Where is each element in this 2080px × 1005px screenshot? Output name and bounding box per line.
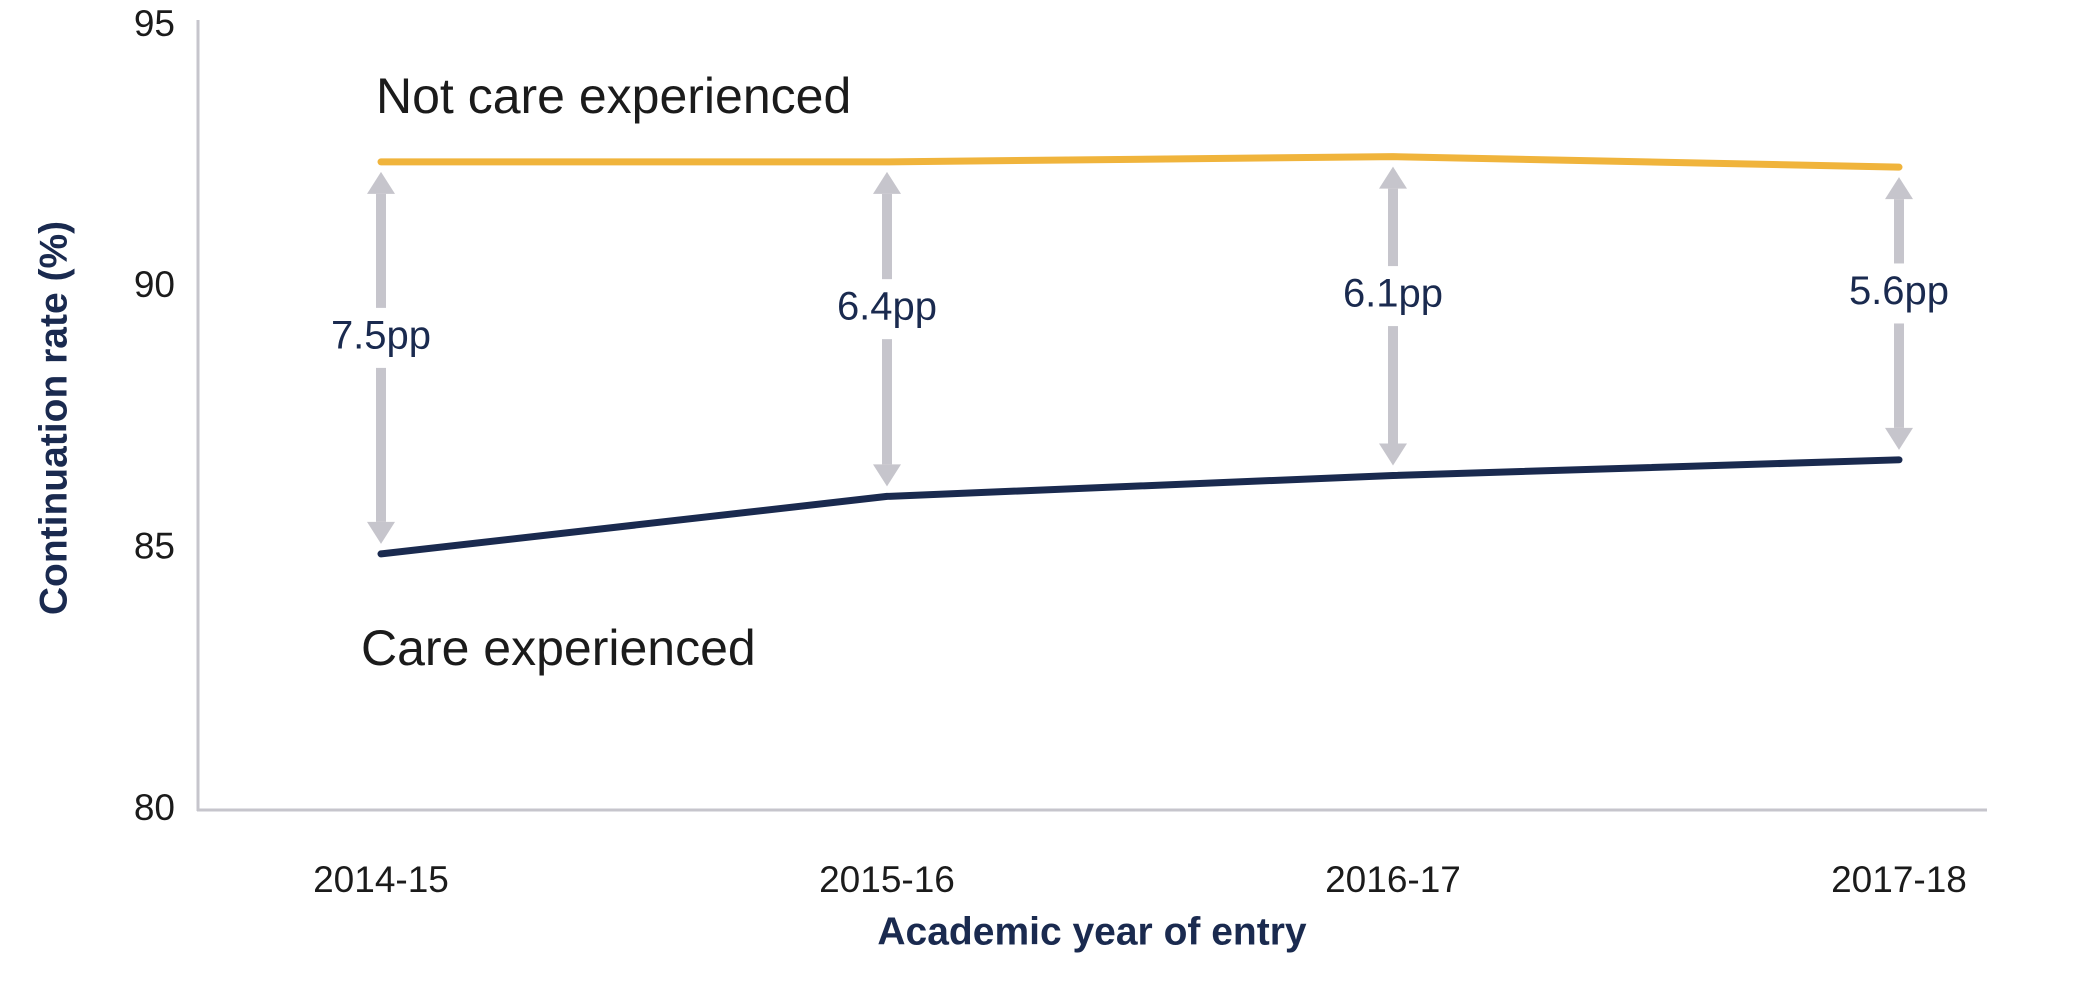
gap-arrowhead [1885,177,1913,200]
x-tick-label: 2017-18 [1831,859,1967,900]
gap-arrowhead [367,171,395,194]
gap-label-bg [1837,263,1961,324]
gap-label-bg [1331,266,1455,327]
gap-arrowhead [873,464,901,487]
gap-arrowhead [1379,443,1407,466]
gap-label: 7.5pp [331,313,431,357]
gap-arrowhead [367,521,395,544]
y-axis-title: Continuation rate (%) [32,221,75,615]
x-tick-label: 2015-16 [819,859,955,900]
gap-label: 5.6pp [1849,269,1949,313]
y-tick-label: 95 [134,3,175,44]
series-label: Care experienced [361,620,756,676]
gap-label-bg [825,279,949,340]
gap-arrowhead [873,171,901,194]
gap-label: 6.4pp [837,285,937,329]
x-axis-title: Academic year of entry [877,910,1307,953]
gap-arrowhead [1885,427,1913,450]
y-tick-label: 85 [134,525,175,566]
x-tick-label: 2014-15 [313,859,449,900]
gap-label-bg [319,307,443,368]
y-tick-label: 80 [134,787,175,828]
series-line [377,456,1903,558]
gap-label: 6.1pp [1343,272,1443,316]
series-label: Not care experienced [376,68,851,124]
x-tick-label: 2016-17 [1325,859,1461,900]
series-line [377,153,1903,171]
y-tick-label: 90 [134,264,175,305]
gap-arrowhead [1379,166,1407,189]
